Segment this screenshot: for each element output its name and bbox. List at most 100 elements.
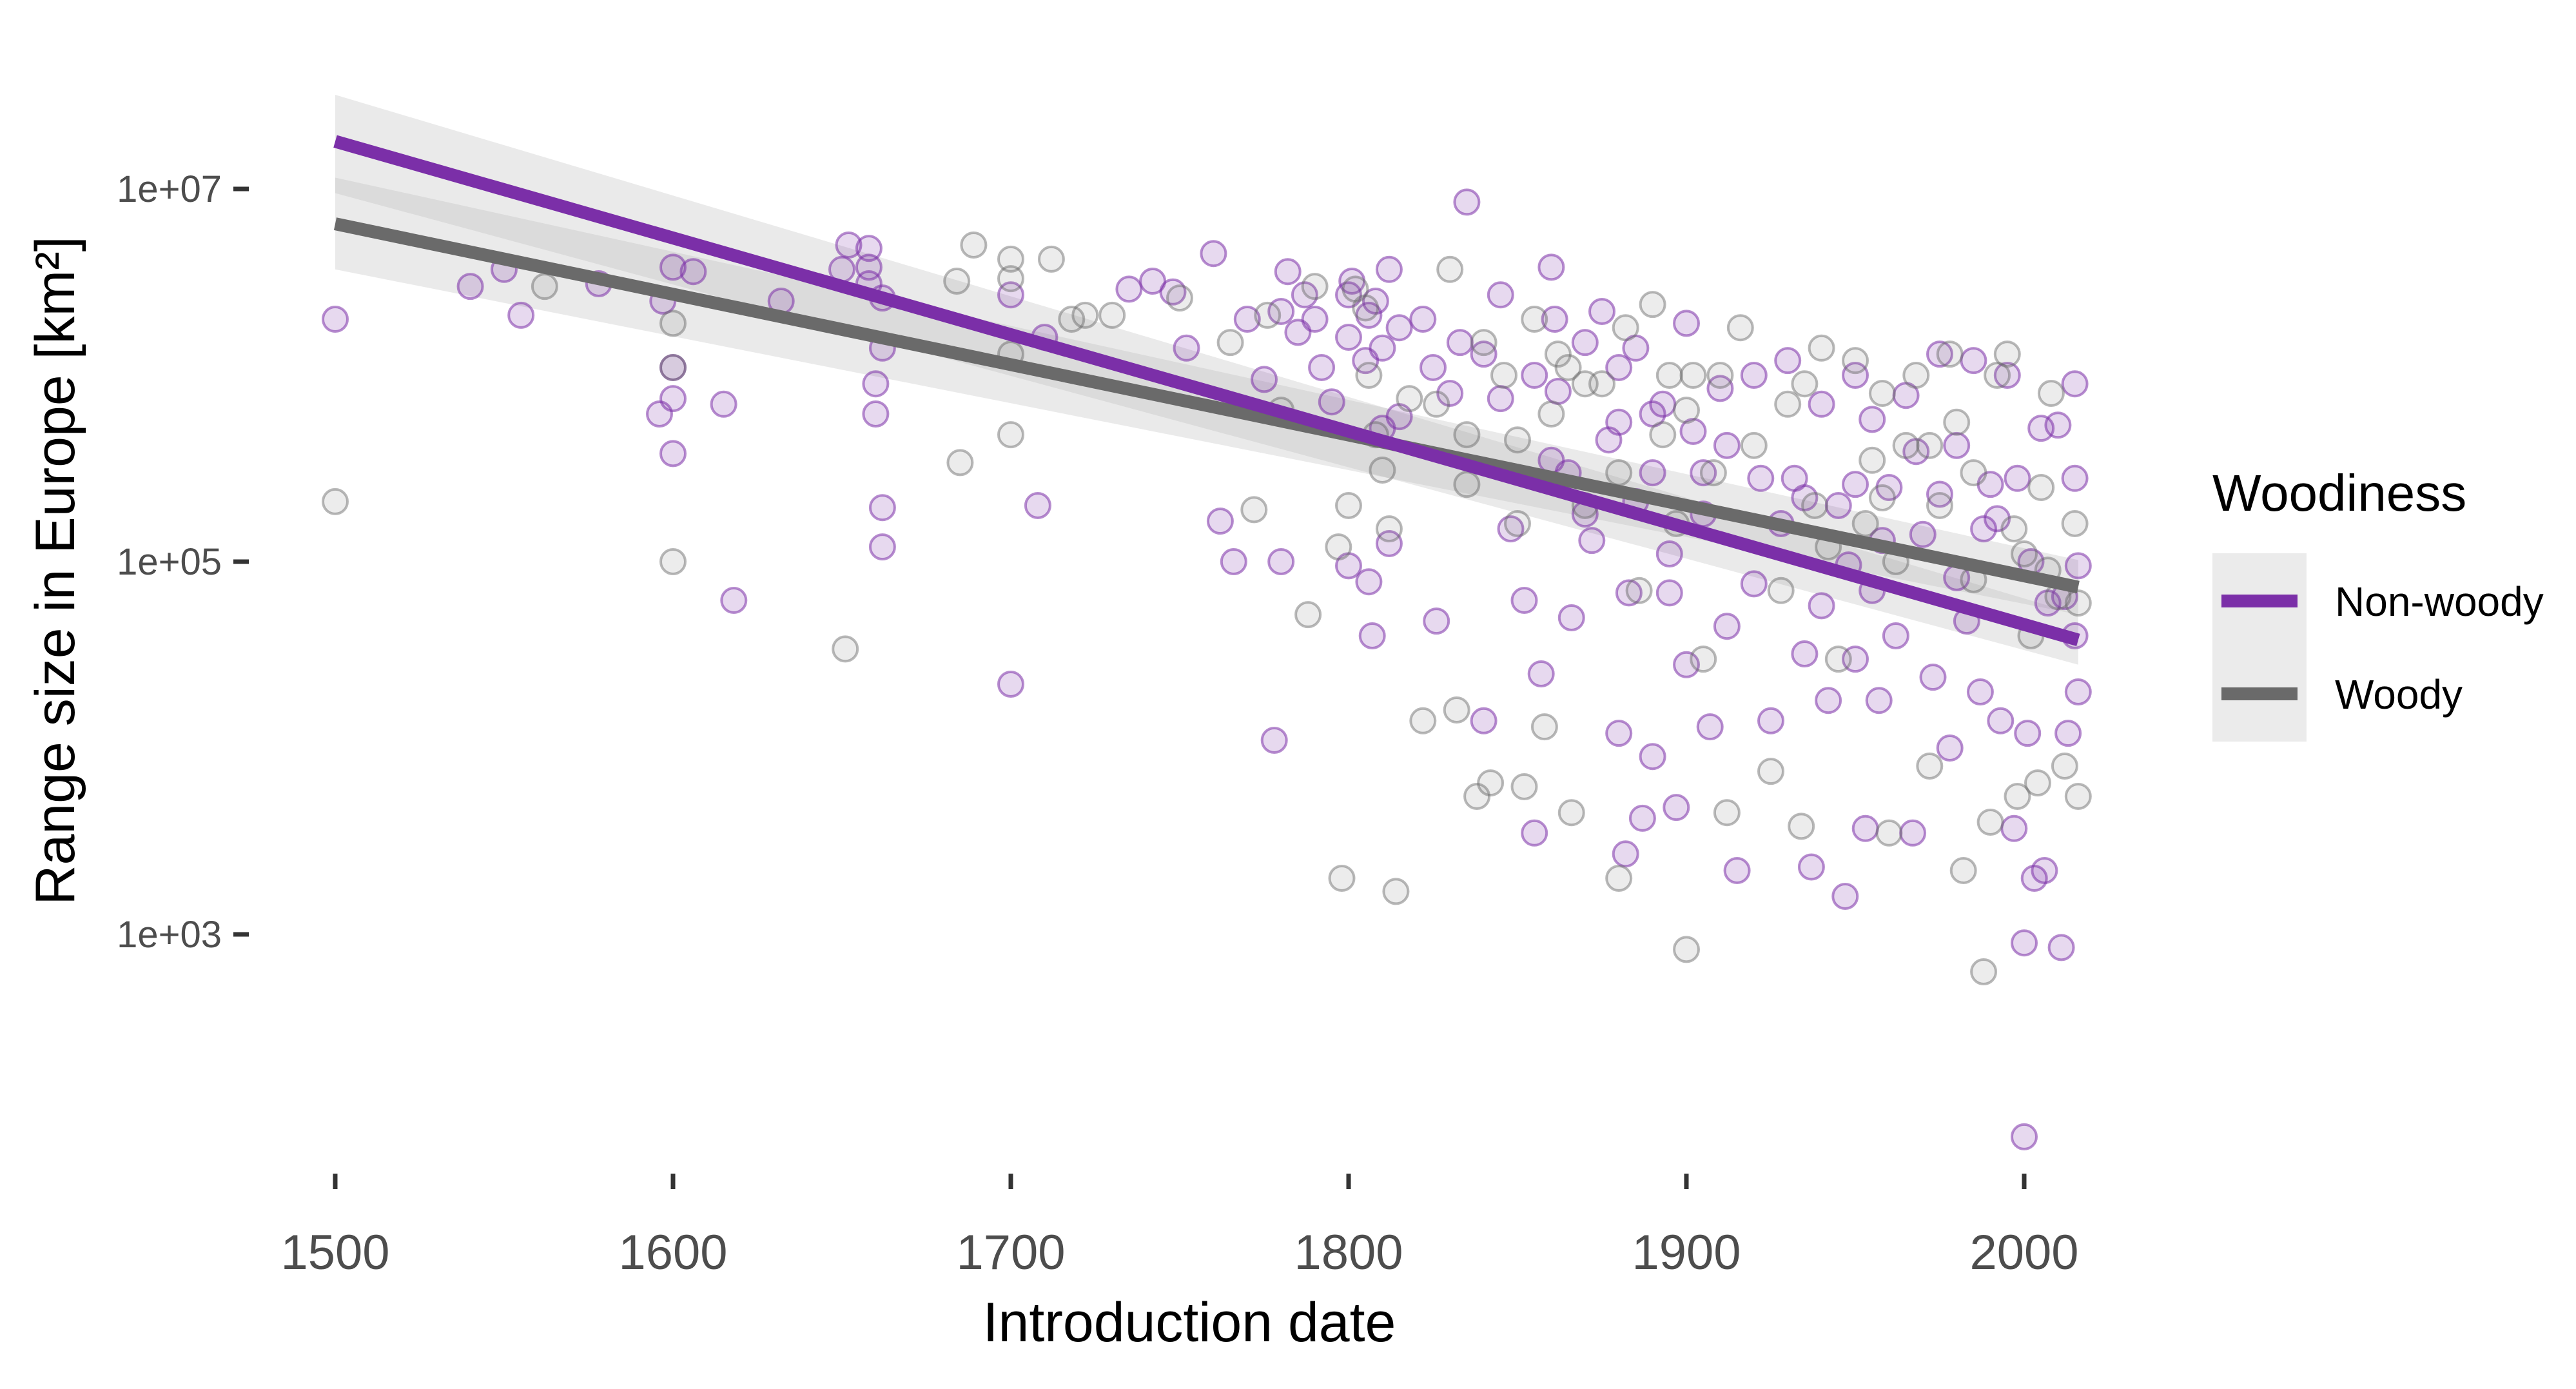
point-woody-112 [1554, 354, 1582, 381]
point-woody-47 [1530, 713, 1558, 741]
point-woody-57 [1649, 421, 1677, 449]
point-non-woody-55 [1358, 622, 1386, 649]
point-woody-114 [1791, 370, 1819, 398]
point-non-woody-80 [1544, 377, 1572, 405]
point-woody-62 [1706, 362, 1734, 389]
point-non-woody-90 [1615, 579, 1643, 607]
point-non-woody-71 [1487, 281, 1514, 309]
point-non-woody-35 [1206, 507, 1234, 535]
point-woody-100 [1605, 459, 1633, 487]
point-woody-4 [659, 310, 687, 337]
point-woody-34 [1396, 385, 1423, 413]
point-non-woody-123 [1875, 474, 1903, 501]
point-woody-102 [1699, 459, 1727, 487]
point-non-woody-125 [1892, 382, 1920, 409]
point-non-woody-16 [835, 232, 863, 259]
point-non-woody-89 [1612, 840, 1639, 868]
point-non-woody-172 [1808, 592, 1835, 620]
point-non-woody-141 [2014, 720, 2042, 747]
point-woody-16 [1098, 301, 1126, 329]
point-woody-0 [322, 488, 349, 515]
point-woody-28 [1352, 294, 1380, 322]
x-tick-label-4: 1900 [1632, 1225, 1741, 1280]
point-non-woody-102 [1696, 713, 1724, 741]
point-woody-48 [1537, 400, 1565, 428]
point-non-woody-140 [2011, 1123, 2038, 1150]
point-woody-27 [1342, 275, 1369, 303]
point-woody-72 [1842, 347, 1869, 375]
point-non-woody-75 [1521, 362, 1548, 389]
point-non-woody-96 [1655, 540, 1683, 567]
point-non-woody-147 [2047, 934, 2075, 961]
point-woody-1 [531, 273, 558, 300]
point-non-woody-33 [1173, 334, 1200, 362]
point-woody-95 [2061, 510, 2089, 537]
point-woody-61 [1690, 645, 1717, 673]
point-non-woody-63 [1409, 306, 1437, 333]
legend-key-background [2212, 553, 2307, 742]
point-non-woody-134 [1966, 678, 1994, 705]
point-woody-32 [1375, 515, 1403, 543]
point-non-woody-151 [2061, 370, 2089, 398]
point-woody-6 [943, 268, 971, 295]
point-non-woody-136 [1987, 707, 2015, 734]
point-woody-40 [1463, 783, 1491, 810]
point-non-woody-103 [1706, 375, 1734, 402]
point-woody-44 [1504, 426, 1531, 454]
point-non-woody-64 [1420, 354, 1447, 381]
point-woody-59 [1673, 936, 1700, 963]
legend-title: Woodiness [2212, 464, 2466, 522]
point-non-woody-34 [1200, 240, 1227, 268]
point-woody-65 [1740, 431, 1768, 459]
point-non-woody-44 [1291, 281, 1318, 309]
point-non-woody-70 [1470, 707, 1498, 734]
point-woody-46 [1521, 306, 1548, 333]
point-woody-107 [1916, 431, 1944, 459]
point-non-woody-137 [1993, 362, 2021, 389]
point-non-woody-88 [1605, 720, 1633, 747]
point-non-woody-65 [1423, 607, 1450, 635]
point-non-woody-94 [1639, 743, 1666, 771]
point-non-woody-148 [2054, 720, 2082, 747]
point-non-woody-56 [1361, 288, 1389, 315]
point-non-woody-72 [1487, 385, 1514, 413]
point-non-woody-47 [1318, 388, 1345, 416]
point-non-woody-121 [1859, 406, 1886, 433]
point-woody-39 [1453, 471, 1481, 498]
point-non-woody-104 [1713, 613, 1741, 640]
point-woody-116 [1943, 408, 1971, 436]
point-non-woody-3 [507, 301, 535, 329]
point-woody-8 [960, 232, 988, 259]
legend-label-woody: Woody [2335, 671, 2463, 718]
point-non-woody-46 [1308, 354, 1336, 381]
point-woody-85 [1984, 362, 2011, 389]
point-woody-10 [997, 265, 1024, 293]
point-woody-66 [1757, 758, 1784, 785]
point-non-woody-7 [659, 440, 687, 468]
point-woody-7 [946, 449, 974, 477]
point-woody-69 [1801, 492, 1829, 519]
point-non-woody-131 [1943, 431, 1971, 459]
point-woody-98 [1504, 510, 1531, 537]
y-tick-label-0: 1e+03 [117, 914, 222, 956]
point-non-woody-93 [1639, 459, 1666, 487]
point-non-woody-109 [1774, 347, 1802, 375]
point-non-woody-100 [1679, 418, 1707, 445]
point-non-woody-67 [1446, 329, 1474, 357]
point-non-woody-10 [659, 253, 687, 281]
point-non-woody-78 [1537, 253, 1565, 281]
point-woody-22 [1294, 601, 1322, 629]
point-woody-14 [1058, 306, 1086, 333]
ci-ribbon-0 [335, 95, 2078, 665]
point-non-woody-124 [1882, 622, 1909, 649]
point-non-woody-154 [1605, 408, 1633, 436]
point-woody-49 [1544, 340, 1572, 368]
point-woody-37 [1436, 255, 1464, 283]
point-woody-87 [2004, 783, 2031, 810]
point-woody-43 [1490, 362, 1517, 389]
point-non-woody-128 [1919, 664, 1947, 691]
point-woody-91 [2027, 474, 2055, 501]
point-non-woody-158 [1791, 484, 1819, 511]
point-non-woody-155 [1639, 400, 1666, 428]
point-non-woody-62 [1385, 403, 1413, 431]
